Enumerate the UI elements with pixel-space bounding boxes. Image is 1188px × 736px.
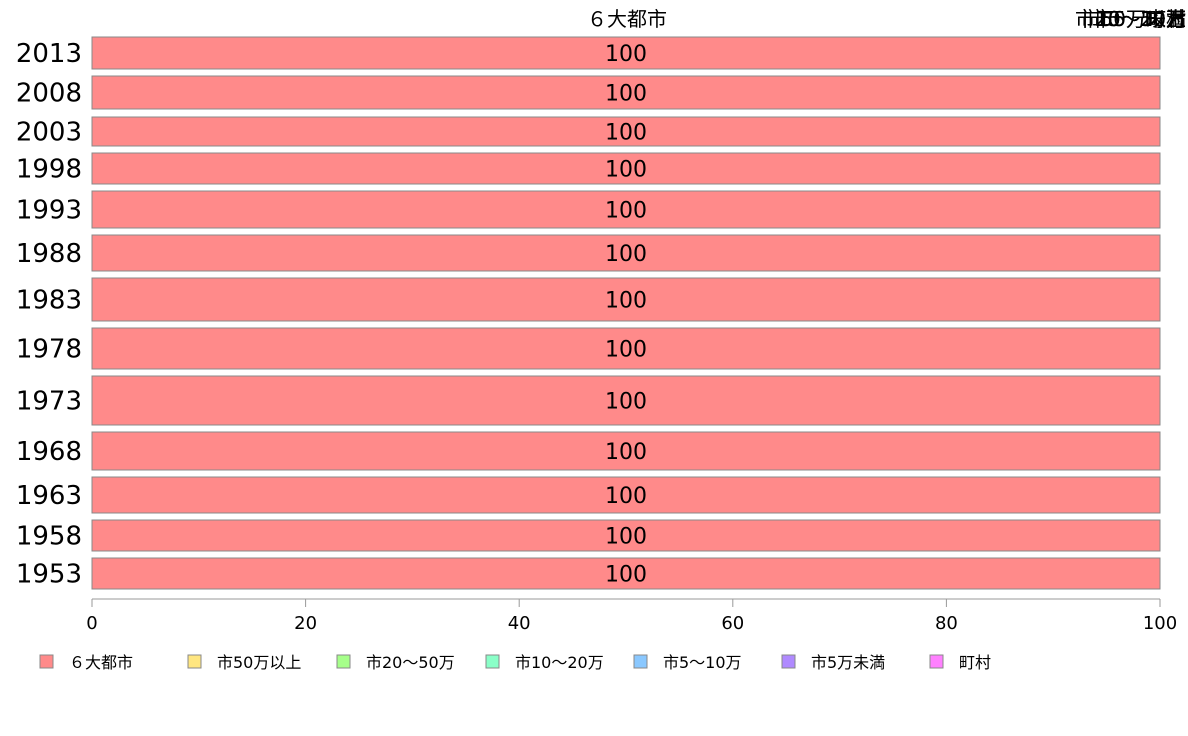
legend-swatch (781, 654, 796, 669)
data-label: 100 (605, 289, 647, 314)
bar-segment (91, 327, 1161, 370)
series-label-top-right: 町村 (1146, 7, 1186, 31)
data-label: 100 (605, 484, 647, 509)
data-label: 100 (605, 199, 647, 224)
x-tick-label: 0 (86, 613, 97, 634)
legend-swatch (633, 654, 648, 669)
bar-segment (91, 375, 1161, 426)
legend-swatch (929, 654, 944, 669)
bar-segment (91, 431, 1161, 471)
category-label: 1968 (16, 437, 82, 467)
legend-label: 市20〜50万 (366, 653, 455, 672)
series-label-top: ６大都市 (587, 7, 667, 31)
series-label-top-right: 市20〜50万 (1075, 7, 1186, 31)
data-label: 100 (605, 338, 647, 363)
bar-segment (91, 519, 1161, 552)
legend-label: ６大都市 (69, 653, 133, 672)
category-label: 1963 (16, 481, 82, 511)
legend-swatch (187, 654, 202, 669)
data-label: 100 (605, 158, 647, 183)
x-tick-label: 60 (721, 613, 744, 634)
data-label: 100 (605, 563, 647, 588)
bar-segment (91, 476, 1161, 514)
legend-swatch (485, 654, 500, 669)
legend-label: 町村 (959, 653, 991, 672)
x-tick-label: 100 (1143, 613, 1177, 634)
x-tick-label: 80 (935, 613, 958, 634)
category-label: 1993 (16, 196, 82, 226)
bar-segment (91, 190, 1161, 229)
legend-label: 市10〜20万 (515, 653, 604, 672)
legend-swatch (336, 654, 351, 669)
series-label-top-right: 市5万未満 (1093, 7, 1186, 31)
bar-segment (91, 152, 1161, 185)
legend-label: 市5〜10万 (663, 653, 742, 672)
category-label: 1988 (16, 239, 82, 269)
bar-segment (91, 277, 1161, 322)
data-label: 100 (605, 242, 647, 267)
bar-segment (91, 116, 1161, 147)
bar-segment (91, 75, 1161, 110)
legend-swatch (39, 654, 54, 669)
category-label: 1958 (16, 522, 82, 552)
series-label-top-right: 市5〜10万 (1088, 7, 1186, 31)
data-label: 100 (605, 42, 647, 67)
category-label: 2013 (16, 39, 82, 69)
data-label: 100 (605, 440, 647, 465)
legend-label: 市5万未満 (811, 653, 885, 672)
category-label: 1978 (16, 335, 82, 365)
bar-segment (91, 36, 1161, 70)
series-label-top-right: 市50万以上 (1081, 7, 1186, 31)
legend-label: 市50万以上 (217, 653, 301, 672)
category-label: 1983 (16, 286, 82, 316)
bar-segment (91, 234, 1161, 272)
category-label: 2003 (16, 118, 82, 148)
category-label: 2008 (16, 79, 82, 109)
category-label: 1953 (16, 560, 82, 590)
category-label: 1973 (16, 387, 82, 417)
x-tick-label: 40 (508, 613, 531, 634)
series-label-top-right: 市10〜20万 (1075, 7, 1186, 31)
data-label: 100 (605, 390, 647, 415)
data-label: 100 (605, 525, 647, 550)
data-label: 100 (605, 82, 647, 107)
data-label: 100 (605, 121, 647, 146)
x-tick-label: 20 (294, 613, 317, 634)
category-label: 1998 (16, 155, 82, 185)
bar-segment (91, 557, 1161, 590)
